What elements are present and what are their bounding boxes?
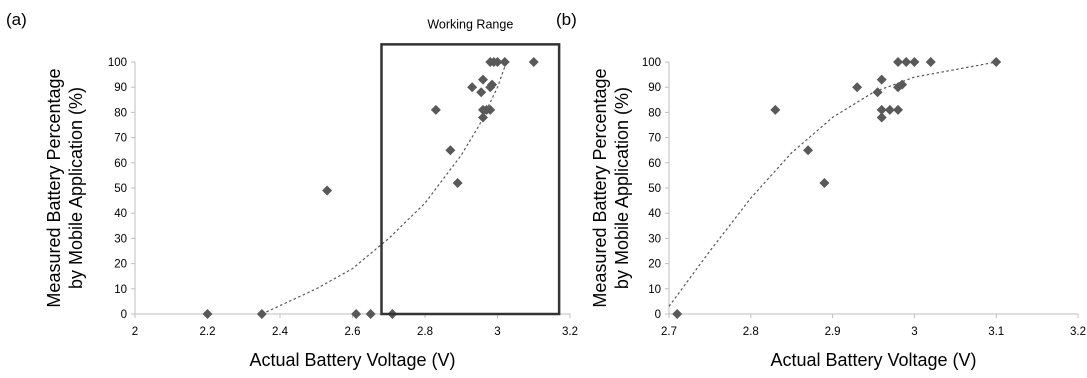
chart-a-working-range-box — [380, 43, 561, 316]
chart-b-x-tick-label: 2.7 — [661, 326, 677, 338]
chart-a-trendline — [261, 66, 506, 315]
chart-a-y-tick-label: 80 — [114, 107, 127, 119]
chart-a-data-point — [445, 145, 456, 156]
chart-b-data-point — [803, 145, 814, 156]
chart-a-data-point — [478, 112, 488, 123]
chart-a-data-point — [499, 57, 510, 67]
chart-b-y-tick-label: 100 — [642, 57, 661, 69]
chart-b-y-tick-label: 10 — [648, 284, 661, 296]
chart-b-data-point — [876, 112, 887, 123]
chart-a-data-point — [351, 309, 362, 319]
chart-b-data-point — [852, 82, 863, 93]
chart-a-x-tick-label: 2 — [132, 326, 138, 338]
chart-a-x-tick-label: 3 — [494, 326, 500, 338]
chart-a-data-point — [528, 57, 539, 67]
chart-b-x-tick-label: 3 — [911, 326, 917, 338]
chart-b-data-point — [897, 79, 908, 90]
chart-a-y-axis-title-line: by Mobile Application (%) — [66, 87, 86, 289]
chart-b-x-tick-label: 3.1 — [988, 326, 1004, 338]
chart-a-x-tick-label: 2.2 — [200, 326, 216, 338]
chart-b-y-tick-label: 60 — [648, 158, 661, 170]
chart-a-data-point — [256, 309, 267, 319]
chart-a-y-tick-label: 30 — [114, 233, 127, 245]
chart-a-data-point — [487, 79, 498, 90]
chart-b-x-tick-label: 2.9 — [825, 326, 841, 338]
chart-b-data-point — [872, 87, 883, 98]
chart-a-data-point — [452, 177, 463, 188]
chart-a-y-tick-label: 60 — [114, 158, 127, 170]
chart-a-x-axis-title: Actual Battery Voltage (V) — [249, 350, 455, 370]
chart-b-y-axis-title-line: by Mobile Application (%) — [612, 87, 632, 289]
chart-a-x-tick-label: 3.2 — [562, 326, 578, 338]
chart-a-data-point — [365, 309, 376, 319]
chart-b-data-point — [991, 57, 1002, 67]
chart-a-data-point — [430, 104, 441, 115]
chart-b-y-tick-label: 80 — [648, 107, 661, 119]
panel-label-a: (a) — [6, 10, 27, 29]
chart-a-y-axis-title-line: Measured Battery Percentage — [44, 68, 64, 307]
chart-a-y-tick-label: 100 — [108, 57, 127, 69]
chart-a-data-point — [485, 104, 496, 115]
chart-b-x-tick-label: 2.8 — [743, 326, 759, 338]
chart-b-data-point — [876, 74, 887, 85]
chart-a-x-tick-label: 2.6 — [345, 326, 361, 338]
chart-b-x-tick-label: 3.2 — [1070, 326, 1086, 338]
chart-b-data-point — [909, 57, 920, 67]
chart-b-y-tick-label: 20 — [648, 259, 661, 271]
chart-a-data-point — [202, 309, 213, 319]
chart-b-data-point — [672, 309, 683, 319]
chart-b-data-point — [901, 57, 912, 67]
chart-b-y-tick-label: 50 — [648, 183, 661, 195]
chart-b-trendline — [668, 61, 997, 307]
chart-b-data-point — [884, 104, 895, 115]
chart-a-y-tick-label: 50 — [114, 183, 127, 195]
chart-b-data-point — [893, 57, 904, 67]
chart-a-data-point — [322, 185, 333, 196]
chart-b-x-axis-title: Actual Battery Voltage (V) — [770, 350, 976, 370]
chart-a-data-point — [492, 57, 503, 67]
chart-a-y-tick-label: 0 — [121, 309, 127, 321]
chart-b-data-point — [770, 104, 781, 115]
chart-b-y-axis-title-line: Measured Battery Percentage — [590, 68, 610, 307]
chart-b-data-point — [925, 57, 936, 67]
chart-a-data-point — [478, 74, 488, 85]
chart-a-working-range-label: Working Range — [427, 17, 513, 31]
chart-b-y-tick-label: 0 — [655, 309, 661, 321]
panel-label-b: (b) — [556, 10, 577, 29]
chart-b-data-point — [876, 104, 887, 115]
chart-a-y-tick-label: 90 — [114, 82, 127, 94]
chart-a-y-tick-label: 10 — [114, 284, 127, 296]
chart-a-data-point — [467, 82, 478, 93]
chart-a-x-tick-label: 2.4 — [272, 326, 289, 338]
chart-b-data-point — [819, 177, 830, 188]
chart-b-data-point — [893, 104, 904, 115]
chart-b-y-tick-label: 70 — [648, 133, 661, 145]
chart-b-y-tick-label: 90 — [648, 82, 661, 94]
chart-a-y-tick-label: 70 — [114, 133, 127, 145]
chart-a-y-tick-label: 40 — [114, 208, 127, 220]
chart-b-y-tick-label: 40 — [648, 208, 661, 220]
chart-a-x-tick-label: 2.8 — [417, 326, 433, 338]
chart-a-y-tick-label: 20 — [114, 259, 127, 271]
chart-b-y-tick-label: 30 — [648, 233, 661, 245]
chart-a-data-point — [476, 87, 487, 98]
